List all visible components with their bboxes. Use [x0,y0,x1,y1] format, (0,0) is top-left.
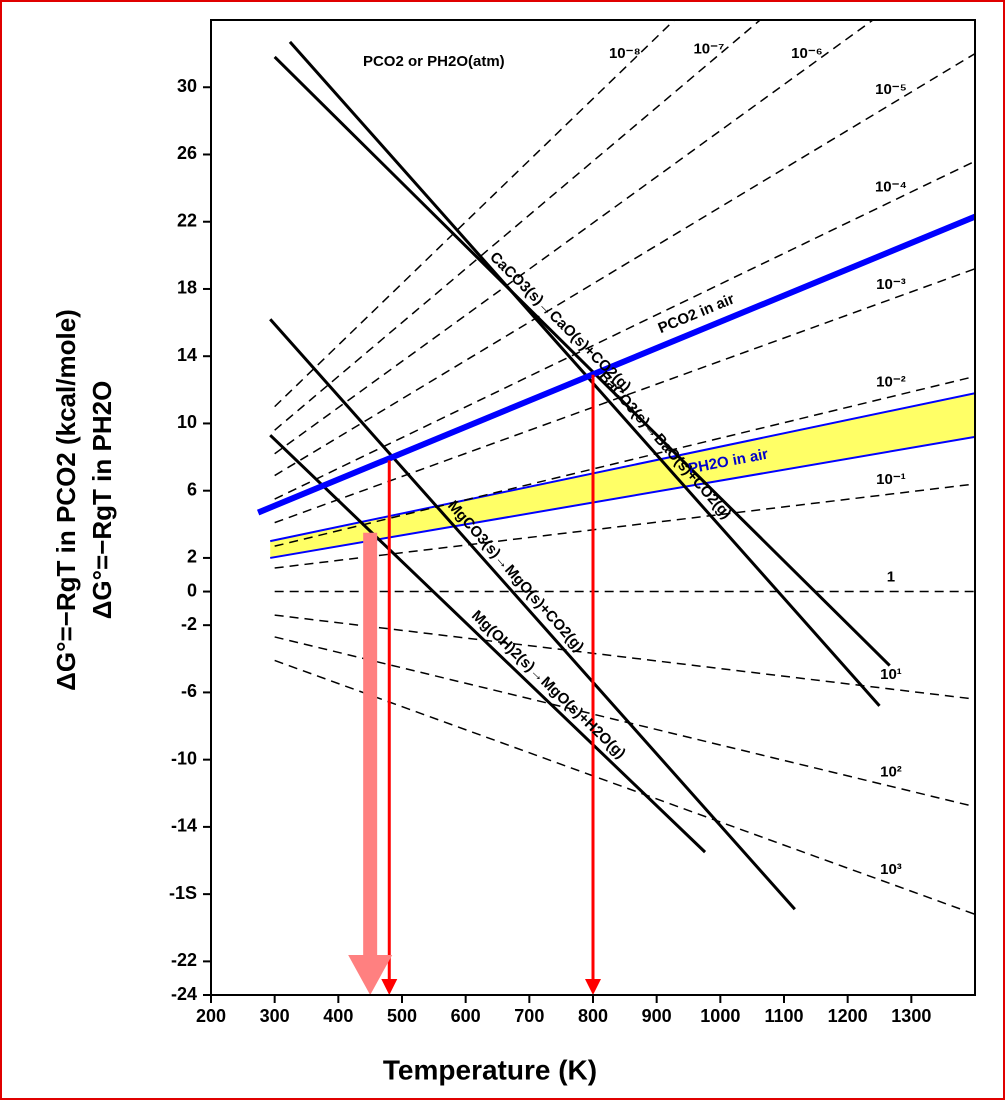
isobar-line [274,20,676,408]
y-tick-label: 10 [177,412,197,432]
arrow-head [381,979,398,995]
y-tick-label: 6 [187,479,197,499]
x-tick-label: 500 [387,1006,417,1026]
isobar-label: 10³ [880,861,902,878]
isobar-label: 10² [880,763,902,780]
x-tick-label: 1300 [891,1006,931,1026]
isobar-line [274,375,975,547]
y-tick-label: 22 [177,210,197,230]
isobar-label: 10¹ [880,666,902,683]
reaction-line [288,40,881,707]
isobar-label: 10⁻³ [876,276,906,293]
isobar-label: 10⁻¹ [876,471,906,488]
y-tick-label: 0 [187,580,197,600]
isobar-label: 10⁻⁵ [875,81,907,98]
y-tick-label: 26 [177,143,197,163]
y-tick-label: -2 [181,614,197,634]
y-tick-label: 18 [177,278,197,298]
x-tick-label: 200 [196,1006,226,1026]
x-tick-label: 300 [260,1006,290,1026]
y-tick-label: -14 [171,816,197,836]
isobar-line [274,659,975,916]
y-tick-label: -1S [169,883,197,903]
y-tick-label: -6 [181,681,197,701]
isobar-line [274,483,975,569]
y-tick-label: 14 [177,345,197,365]
y-tick-label: 30 [177,76,197,96]
arrow-head [348,955,393,995]
isobar-label: 1 [887,569,895,586]
isobar-label: 10⁻⁶ [791,45,823,62]
isobar-label: 10⁻⁷ [693,40,724,57]
x-tick-label: 800 [578,1006,608,1026]
isobar-line [274,268,975,524]
isobar-title: PCO2 or PH2O(atm) [363,53,505,70]
plot-area [256,20,975,995]
x-tick-label: 900 [642,1006,672,1026]
x-tick-label: 1100 [764,1006,803,1026]
line-label: MgCO3(s)→MgO(s)+CO2(g) [444,497,587,655]
isobar-label: 10⁻⁴ [875,179,907,196]
arrow-head [585,979,601,995]
isobar-line [274,20,762,431]
band-edge [270,392,975,543]
y-axis-label: ΔG°=−RgT in PCO2 (kcal/mole) [51,309,81,691]
x-tick-label: 400 [323,1006,353,1026]
reaction-line [269,318,796,911]
y-tick-label: -10 [171,748,197,768]
y-tick-label: 2 [187,547,197,567]
y-tick-label: -22 [171,950,197,970]
isobar-line [274,20,875,455]
x-tick-label: 1000 [700,1006,740,1026]
x-tick-label: 700 [514,1006,544,1026]
isobar-line [274,614,975,700]
reaction-line [273,55,891,667]
isobar-line [274,160,975,500]
reaction-line [256,213,975,516]
y-tick-label: -24 [171,984,197,1004]
y-axis-label: ΔG°=−RgT in PH2O [87,381,117,620]
band-edge [270,435,975,559]
isobar-line [274,52,975,477]
reaction-line [269,434,707,854]
x-tick-label: 600 [451,1006,481,1026]
isobar-label: 10⁻² [876,374,906,391]
isobar-label: 10⁻⁸ [609,45,641,62]
x-axis-label: Temperature (K) [383,1054,597,1085]
x-tick-label: 1200 [828,1006,868,1026]
isobar-line [274,636,975,808]
